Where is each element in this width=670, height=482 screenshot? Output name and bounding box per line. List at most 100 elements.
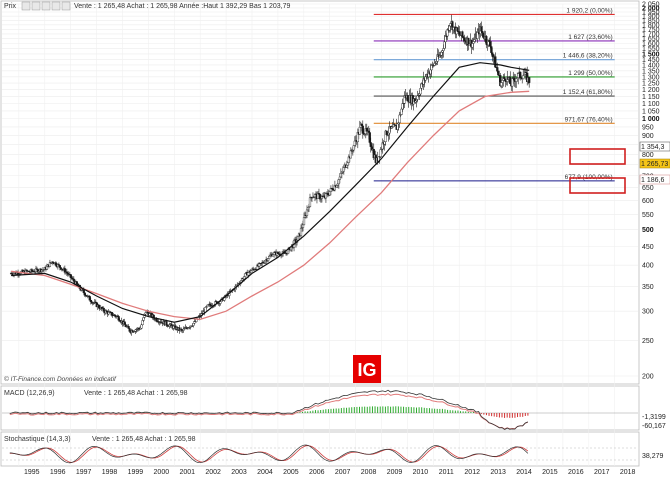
y-tick-label: 550 [642, 212, 654, 219]
toolbar-button-1[interactable] [21, 1, 31, 11]
candle-body [110, 312, 113, 316]
candle-body [490, 46, 493, 53]
y-tick-label: 1 200 [642, 87, 660, 94]
quote-line: Vente : 1 265,48 Achat : 1 265,98 Année … [74, 3, 291, 10]
candle-body [406, 95, 409, 102]
y-tick-label: 250 [642, 338, 654, 345]
candle-body [302, 217, 306, 226]
ig-logo: IG [353, 355, 381, 383]
candle-body [449, 23, 452, 27]
fib-level-label: 1 299 (50,00%) [568, 70, 612, 77]
x-tick-label: 2016 [568, 469, 584, 476]
x-tick-label: 2001 [179, 469, 195, 476]
fib-level-label: 971,67 (76,40%) [565, 116, 613, 123]
y-tick-label: 1 950 [642, 9, 660, 16]
candle-body [481, 31, 484, 34]
candle-body [416, 95, 419, 100]
candle-body [513, 77, 516, 81]
y-tick-label: 500 [642, 227, 654, 234]
x-tick-label: 2015 [542, 469, 558, 476]
candle-body [497, 71, 500, 76]
toolbar-button-3[interactable] [41, 1, 51, 11]
y-tick-label: 1 400 [642, 62, 660, 69]
candle-body [515, 78, 518, 82]
candle-body [387, 132, 390, 135]
x-axis-ticks: 1995 1996 1997 1998 1999 2000 2001 2002 2003 2004… [24, 469, 636, 476]
candle-body [142, 317, 145, 321]
stoch-k-line [9, 444, 529, 464]
fib-level-label: 1 152,4 (61,80%) [563, 89, 613, 96]
candle-body [361, 125, 364, 134]
stoch-quote: Vente : 1 265,48 Achat : 1 265,98 [92, 436, 196, 443]
candle-body [328, 191, 332, 196]
candle-body [368, 132, 371, 143]
candle-body [476, 32, 479, 39]
candle-body [58, 265, 61, 268]
y-tick-label: 1 450 [642, 57, 660, 64]
toolbar-button-2[interactable] [31, 1, 41, 11]
candle-body [247, 272, 250, 276]
y-tick-label: 1 000 [642, 116, 660, 123]
candle-body [140, 324, 143, 329]
stoch-d-line [9, 445, 529, 463]
highlight-box-50 [569, 148, 626, 165]
candle-body [500, 82, 503, 87]
y-tick-label: 1 350 [642, 68, 660, 75]
candle-body [88, 296, 91, 301]
candle-body [45, 266, 49, 270]
candle-body [128, 328, 131, 332]
candle-body [97, 304, 100, 308]
candle-body [54, 262, 58, 266]
candle-body [30, 269, 34, 272]
candle-body [336, 183, 339, 186]
header-toolbar: Prix Vente : 1 265,48 Achat : 1 265,98 A… [4, 1, 291, 11]
candle-body [424, 76, 427, 81]
candle-body [456, 27, 459, 32]
ma-short-line [11, 62, 530, 323]
ig-logo-text: IG [357, 360, 376, 380]
candle-body [144, 312, 147, 315]
candle-body [488, 39, 491, 43]
candle-body [511, 78, 514, 87]
fib-level-label: 1 920,2 (0,00%) [566, 7, 612, 14]
candle-body [243, 276, 246, 280]
candle-body [415, 99, 418, 102]
candle-body [441, 50, 444, 53]
candle-body [480, 26, 483, 32]
candle-body [419, 88, 422, 95]
y-tick-label: 600 [642, 198, 654, 205]
candle-body [69, 274, 72, 279]
candle-body [72, 278, 75, 282]
price-tags: 1 354,3 1 265,73 1 186,6 [639, 141, 670, 185]
candle-body [396, 123, 399, 130]
candle-body [219, 301, 222, 304]
candle-body [496, 67, 499, 72]
macd-plot [2, 389, 638, 430]
candle-body [471, 43, 474, 48]
candle-body [192, 323, 195, 326]
candle-body [268, 256, 271, 259]
macd-line [9, 389, 529, 430]
candle-body [401, 103, 404, 110]
x-tick-label: 2000 [154, 469, 170, 476]
candle-body [127, 326, 130, 329]
toolbar-button-4[interactable] [51, 1, 61, 11]
y-tick-label: 800 [642, 152, 654, 159]
x-tick-label: 1999 [128, 469, 144, 476]
tag-ma-short: 1 354,3 [641, 144, 664, 151]
y-tick-label: 1 500 [642, 51, 660, 58]
x-tick-label: 2008 [361, 469, 377, 476]
candle-body [338, 176, 341, 180]
x-tick-label: 2004 [257, 469, 273, 476]
y-tick-label: 1 800 [642, 22, 660, 29]
candle-body [472, 41, 475, 44]
candle-body [102, 307, 105, 312]
toolbar-button-5[interactable] [61, 1, 71, 11]
y-tick-label: 300 [642, 309, 654, 316]
y-tick-label: 1 550 [642, 46, 660, 53]
y-tick-label: 1 650 [642, 36, 660, 43]
x-tick-label: 1998 [102, 469, 118, 476]
x-tick-label: 2003 [231, 469, 247, 476]
candle-body [448, 25, 451, 31]
